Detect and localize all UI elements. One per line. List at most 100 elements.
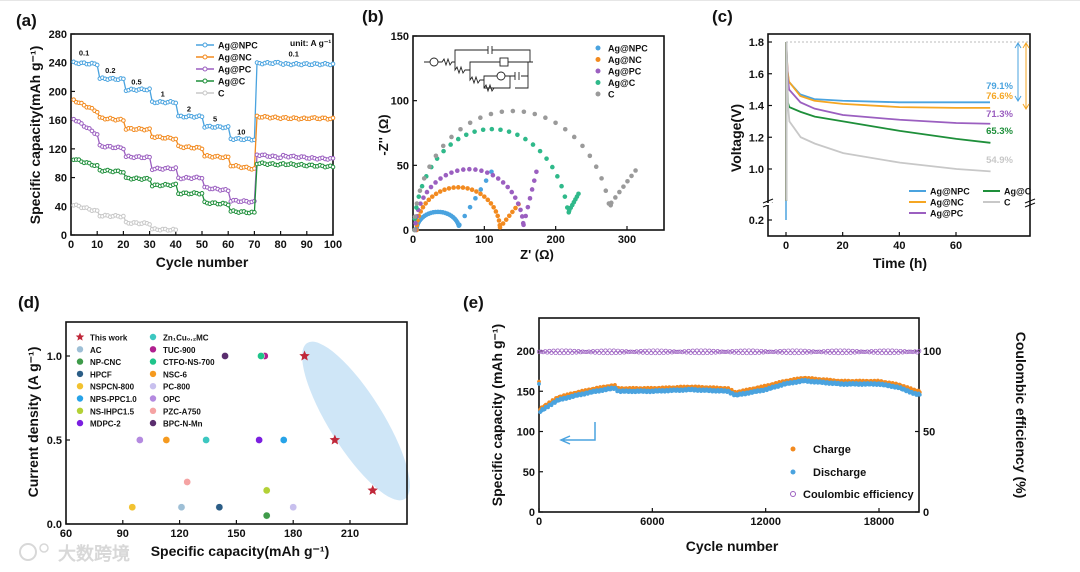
- x-axis-title: Specific capacity(mAh g⁻¹): [151, 543, 330, 559]
- data-point: [605, 351, 610, 356]
- series-Ag@C: [71, 157, 336, 216]
- series-Ag@PC: [412, 166, 539, 233]
- panel-a-label: (a): [16, 11, 37, 30]
- data-point: [499, 109, 505, 115]
- legend-label: PZC-A750: [163, 407, 201, 416]
- retention-arrow-icon: [1014, 42, 1022, 102]
- data-point: [537, 382, 541, 386]
- data-point: [530, 142, 536, 147]
- data-point: [846, 348, 851, 353]
- series-Ag@C: [412, 126, 581, 233]
- y-tick-label: 240: [49, 58, 67, 70]
- data-point: [417, 188, 423, 194]
- data-point: [555, 348, 560, 353]
- y-tick-label: 100: [391, 96, 409, 108]
- data-point: [570, 350, 575, 355]
- series-Ag@NC: [71, 97, 336, 172]
- data-point: [419, 183, 425, 189]
- data-point: [433, 180, 438, 185]
- data-point: [863, 349, 868, 354]
- data-point: [421, 195, 426, 200]
- data-point: [493, 209, 499, 214]
- data-point: [455, 185, 461, 190]
- data-point: [588, 350, 593, 355]
- data-point: [525, 204, 531, 210]
- data-point: [624, 349, 629, 354]
- y-tick-label: 120: [49, 144, 67, 156]
- data-point: [852, 350, 857, 355]
- data-point: [121, 76, 126, 82]
- axis-break-gap: [764, 203, 776, 205]
- data-point: [199, 146, 205, 152]
- data-point: [917, 349, 922, 354]
- x-tick-label: 20: [117, 239, 129, 251]
- legend-marker: [595, 68, 601, 74]
- data-point: [491, 204, 496, 210]
- y-tick-label: 150: [517, 386, 535, 398]
- data-point: [628, 349, 633, 354]
- data-point: [467, 120, 473, 126]
- data-point: [199, 175, 205, 181]
- legend-marker: [202, 78, 208, 84]
- data-point-PC-800: [289, 503, 298, 512]
- data-point: [503, 217, 509, 222]
- data-point: [173, 181, 179, 187]
- data-point-NSC-6: [162, 436, 171, 444]
- plot-frame: [412, 35, 665, 231]
- data-point: [888, 351, 893, 356]
- data-point: [121, 170, 126, 175]
- data-point: [900, 350, 905, 355]
- data-point: [738, 348, 743, 353]
- data-point: [723, 349, 729, 354]
- legend-label: Ag@NPC: [608, 44, 648, 54]
- y-tick-label: 0.2: [749, 215, 764, 227]
- data-point: [568, 348, 573, 353]
- data-point: [784, 350, 789, 355]
- data-point: [467, 166, 472, 172]
- legend-marker: [76, 395, 84, 402]
- top-border: [0, 0, 1080, 5]
- data-point: [748, 351, 753, 356]
- data-point: [278, 155, 283, 160]
- legend-marker: [76, 383, 84, 390]
- data-point: [428, 184, 434, 190]
- data-point: [147, 222, 152, 227]
- x-axis-title: Cycle number: [156, 254, 249, 270]
- legend-label: Charge: [813, 444, 851, 456]
- x-tick-label: 150: [227, 528, 245, 540]
- data-point: [421, 176, 427, 181]
- x-axis-title: Z' (Ω): [520, 247, 554, 262]
- data-point: [696, 351, 702, 356]
- data-point-NP-CNC: [262, 511, 271, 520]
- data-point-AC: [177, 503, 186, 512]
- data-point: [879, 350, 884, 356]
- data-point: [771, 350, 776, 355]
- data-point: [79, 121, 84, 126]
- data-point: [854, 349, 859, 354]
- data-point: [437, 189, 443, 194]
- equivalent-circuit-diagram: [424, 46, 533, 93]
- series-C: [71, 202, 179, 233]
- data-point: [622, 350, 627, 355]
- data-point: [426, 197, 432, 203]
- data-point: [792, 351, 797, 356]
- rate-label: 0.2: [105, 66, 115, 75]
- x-tick-label: 30: [143, 239, 155, 251]
- data-point: [225, 154, 231, 160]
- data-point: [416, 194, 422, 199]
- data-point: [451, 185, 456, 190]
- data-point: [769, 349, 774, 354]
- data-point: [827, 350, 832, 355]
- x-tick-label: 80: [274, 239, 286, 251]
- data-point: [890, 348, 895, 353]
- data-point: [94, 132, 100, 137]
- retention-label: 76.6%: [986, 91, 1013, 102]
- data-point: [865, 349, 870, 354]
- data-point: [497, 225, 503, 230]
- x-tick-label: 0: [783, 240, 789, 252]
- data-point: [488, 201, 494, 206]
- data-point: [71, 97, 76, 102]
- data-point: [709, 350, 714, 355]
- data-point: [559, 183, 564, 189]
